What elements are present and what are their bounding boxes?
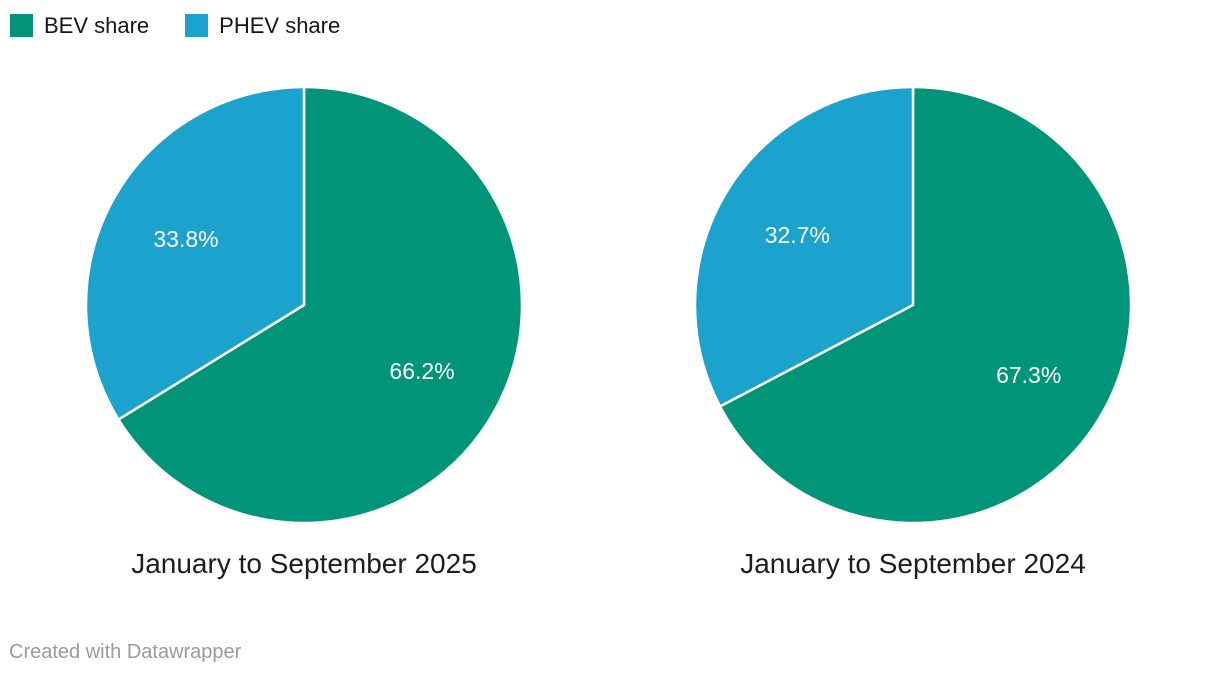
legend-item-phev: PHEV share [185, 13, 340, 38]
pie-chart-2025: 66.2% 33.8% [84, 85, 524, 525]
datawrapper-attribution-link[interactable]: Created with Datawrapper [9, 641, 242, 663]
legend-label-bev: BEV share [44, 13, 150, 38]
pie-caption-2024: January to September 2024 [740, 548, 1086, 579]
bev-legend-swatch-icon [10, 14, 33, 37]
pie-chart-2024: 67.3% 32.7% [693, 85, 1133, 525]
pie-slice-phev-share[interactable] [84, 85, 306, 421]
slice-value-label: 67.3% [996, 362, 1061, 388]
pie-slice-phev-share[interactable] [693, 85, 915, 408]
legend: BEV share PHEV share [10, 13, 340, 38]
legend-label-phev: PHEV share [219, 13, 341, 38]
slice-value-label: 33.8% [153, 226, 218, 252]
slice-value-label: 66.2% [389, 358, 454, 384]
pie-slice-bev-share[interactable] [117, 85, 524, 525]
pie-caption-2025: January to September 2025 [131, 548, 477, 579]
legend-item-bev: BEV share [10, 13, 149, 38]
slice-value-label: 32.7% [765, 222, 830, 248]
pie-slice-bev-share[interactable] [718, 85, 1133, 525]
phev-legend-swatch-icon [185, 14, 209, 37]
